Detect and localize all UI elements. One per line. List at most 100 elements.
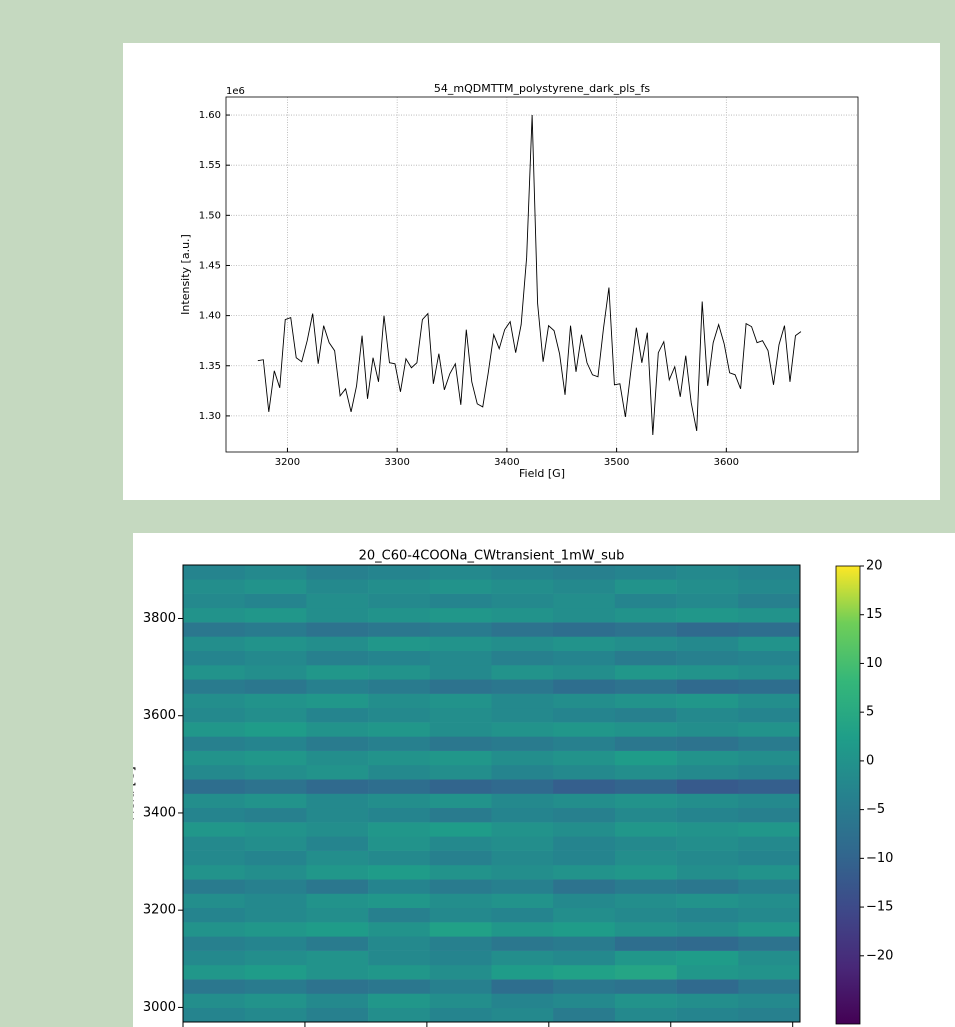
heatmap-cell [306, 636, 369, 651]
heatmap-cell [614, 1007, 677, 1023]
heatmap-cell [306, 907, 369, 923]
heatmap-cell [738, 807, 801, 823]
heatmap-cell [183, 693, 245, 709]
heatmap-cell [306, 922, 369, 937]
chart-title: 20_C60-4COONa_CWtransient_1mW_sub [359, 549, 625, 564]
colorbar-tick-label: 10 [866, 656, 883, 671]
heatmap-cell [306, 664, 369, 680]
heatmap-cell [368, 693, 431, 709]
heatmap-cell [676, 607, 739, 623]
heatmap-cell [183, 750, 245, 766]
heatmap-cell [244, 822, 307, 837]
y-tick-label: 1.40 [199, 311, 221, 322]
y-axis-label: Intensity [a.u.] [179, 234, 192, 315]
heatmap-cell [306, 950, 369, 966]
heatmap-cell [614, 922, 677, 937]
heatmap-cell [429, 607, 492, 623]
heatmap-cell [553, 822, 616, 837]
heatmap-cell [244, 750, 307, 766]
heatmap-cell [183, 993, 245, 1009]
heatmap-cell [491, 579, 554, 594]
heatmap-cell [553, 650, 616, 666]
heatmap-cell [491, 664, 554, 680]
heatmap-cell [368, 664, 431, 680]
heatmap-cell [614, 693, 677, 709]
x-tick-label: 3500 [604, 457, 629, 468]
heatmap-cell [183, 822, 245, 837]
heatmap-cell [244, 693, 307, 709]
heatmap-cell [553, 722, 616, 737]
heatmap-cell [429, 693, 492, 709]
heatmap-cell [183, 579, 245, 594]
heatmap-cell [429, 736, 492, 751]
heatmap-cell [738, 693, 801, 709]
heatmap-cell [306, 693, 369, 709]
heatmap-cell [738, 764, 801, 780]
heatmap-cell [491, 979, 554, 994]
heatmap-cell [368, 565, 431, 580]
heatmap-cell [183, 893, 245, 909]
heatmap-cell [491, 922, 554, 937]
heatmap-cell [183, 836, 245, 851]
heatmap-cell [306, 779, 369, 794]
heatmap-cell [429, 864, 492, 880]
heatmap-cell [553, 736, 616, 751]
y-offset-label: 1e6 [226, 86, 245, 97]
heatmap-cell [553, 664, 616, 680]
heatmap-cell [676, 807, 739, 823]
heatmap-cell [244, 679, 307, 694]
heatmap-cell [738, 607, 801, 623]
heatmap-cell [368, 764, 431, 780]
heatmap-cell [676, 579, 739, 594]
heatmap-cell [738, 907, 801, 923]
heatmap-cell [429, 650, 492, 666]
heatmap-cell [183, 679, 245, 694]
heatmap-cell [429, 664, 492, 680]
heatmap-cell [306, 822, 369, 837]
heatmap-cell [738, 565, 801, 580]
colorbar-tick-label: 0 [866, 753, 874, 768]
heatmap-cell [183, 907, 245, 923]
plot-frame [225, 96, 859, 453]
heatmap-cell [183, 664, 245, 680]
heatmap-cell [368, 793, 431, 809]
heatmap-cell [676, 764, 739, 780]
heatmap-cell [183, 736, 245, 751]
heatmap-cell [429, 964, 492, 980]
heatmap-cell [614, 879, 677, 894]
heatmap-cell [429, 679, 492, 694]
heatmap-cell [306, 579, 369, 594]
heatmap-cell [368, 607, 431, 623]
heatmap-cell [614, 579, 677, 594]
heatmap-cell [738, 879, 801, 894]
heatmap-cell [738, 679, 801, 694]
heatmap-cell [368, 850, 431, 866]
heatmap-cell [429, 893, 492, 909]
heatmap-cell [491, 993, 554, 1009]
heatmap-cell [244, 793, 307, 809]
heatmap-cell [676, 922, 739, 937]
heatmap-cell [614, 764, 677, 780]
heatmap-cell [244, 579, 307, 594]
heatmap-cell [429, 622, 492, 637]
line-chart-panel: 3200 3300 3400 3500 3600 1.30 1.35 1.40 1.45 1.50… [123, 43, 940, 500]
x-tick-label: 3600 [714, 457, 739, 468]
heatmap-cell [491, 850, 554, 866]
heatmap-cell [491, 679, 554, 694]
heatmap-cell [244, 993, 307, 1009]
heatmap-cell [183, 650, 245, 666]
heatmap-cell [676, 650, 739, 666]
heatmap-cell [244, 736, 307, 751]
heatmap-cell [738, 793, 801, 809]
heatmap-cell [368, 736, 431, 751]
heatmap-cell [429, 565, 492, 580]
heatmap-cell [306, 764, 369, 780]
heatmap-cell [553, 679, 616, 694]
heatmap-cell [738, 922, 801, 937]
heatmap-cell [429, 922, 492, 937]
heatmap-cell [244, 879, 307, 894]
heatmap-cell [614, 907, 677, 923]
y-tick-label: 3600 [143, 708, 176, 723]
heatmap-cell [738, 893, 801, 909]
heatmap-cell [738, 707, 801, 723]
